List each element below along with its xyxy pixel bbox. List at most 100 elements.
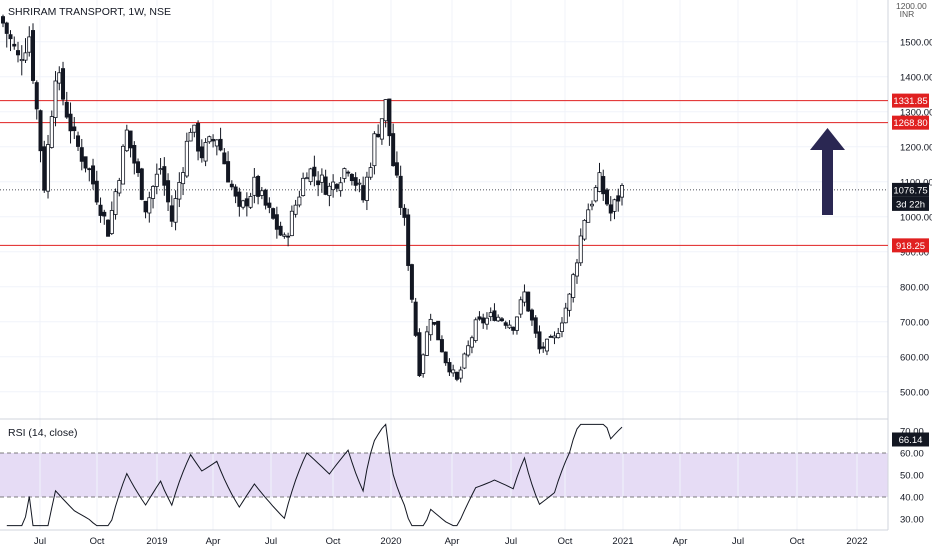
candle-body bbox=[8, 34, 13, 40]
candle-body bbox=[297, 196, 302, 206]
price-tick-label: 500.00 bbox=[900, 387, 929, 398]
price-tick-label: 700.00 bbox=[900, 317, 929, 328]
candle-body bbox=[274, 214, 279, 230]
candle-body bbox=[83, 156, 88, 169]
candle-body bbox=[0, 16, 6, 24]
candle-body bbox=[308, 168, 313, 183]
candle-body bbox=[477, 316, 482, 320]
candle-body bbox=[229, 183, 234, 188]
candle-body bbox=[582, 219, 587, 240]
candle-body bbox=[117, 180, 122, 194]
candle-body bbox=[447, 362, 452, 373]
candle-body bbox=[616, 195, 621, 202]
horizontal-levels bbox=[0, 100, 888, 246]
candle-body bbox=[436, 320, 441, 341]
rsi-band bbox=[0, 453, 888, 497]
candle-body bbox=[237, 191, 242, 207]
candle-body bbox=[334, 184, 339, 189]
candle-body bbox=[522, 291, 527, 303]
candle-body bbox=[316, 180, 321, 186]
countdown-label-bg bbox=[892, 196, 929, 211]
price-tick-label: 1400.00 bbox=[900, 72, 932, 83]
rsi-axis-ticks: 30.00 40.00 50.00 60.00 70.00 bbox=[900, 427, 924, 526]
candle-body bbox=[526, 291, 531, 312]
candle-body bbox=[364, 176, 369, 201]
price-tick-label: 1000.00 bbox=[900, 212, 932, 223]
candle-body bbox=[173, 198, 178, 223]
candle-body bbox=[496, 316, 501, 322]
candle-body bbox=[46, 144, 51, 192]
candle-body bbox=[368, 167, 373, 178]
rsi-title: RSI (14, close) bbox=[6, 427, 80, 439]
candle-body bbox=[567, 293, 572, 311]
candle-body bbox=[604, 189, 609, 205]
level-label: 918.25 bbox=[896, 241, 925, 252]
candle-body bbox=[387, 98, 392, 137]
candle-body bbox=[462, 353, 467, 369]
candle-body bbox=[544, 338, 549, 352]
price-tick-label: 800.00 bbox=[900, 282, 929, 293]
candle-body bbox=[608, 204, 613, 214]
currency-line-1: 1200.00 bbox=[896, 1, 927, 11]
candle-body bbox=[379, 118, 384, 140]
candle-body bbox=[346, 171, 351, 174]
candle-body bbox=[293, 204, 298, 215]
time-tick-label: 2021 bbox=[612, 536, 633, 547]
candle-body bbox=[207, 136, 212, 143]
candle-body bbox=[267, 202, 272, 208]
candle-body bbox=[409, 264, 414, 300]
candle-body bbox=[439, 339, 444, 353]
candle-body bbox=[301, 177, 306, 196]
time-tick-label: Jul bbox=[265, 536, 277, 547]
candle-body bbox=[109, 210, 114, 234]
candle-body bbox=[53, 80, 58, 118]
candle-body bbox=[398, 175, 403, 208]
candle-body bbox=[541, 346, 546, 349]
candle-body bbox=[312, 166, 317, 177]
candle-body bbox=[578, 235, 583, 264]
price-axis-ticks: 500.00 600.00 700.00 800.00 900.00 1000.00 110… bbox=[900, 37, 932, 398]
candle-body bbox=[113, 191, 118, 215]
candle-body bbox=[421, 354, 426, 374]
level-label-bg bbox=[892, 115, 929, 130]
price-tick-label: 1100.00 bbox=[900, 177, 932, 188]
candle-body bbox=[68, 113, 73, 132]
candle-body bbox=[537, 331, 542, 350]
price-tick-label: 600.00 bbox=[900, 352, 929, 363]
candle-body bbox=[98, 204, 103, 216]
candle-body bbox=[514, 316, 519, 331]
candle-body bbox=[443, 351, 448, 364]
candles bbox=[0, 14, 625, 383]
candle-body bbox=[91, 165, 96, 185]
current-price-label: 1076.75 bbox=[893, 185, 927, 196]
candle-body bbox=[166, 180, 171, 203]
candle-body bbox=[158, 168, 163, 171]
candle-body bbox=[289, 210, 294, 237]
candle-body bbox=[612, 199, 617, 212]
level-label: 1268.80 bbox=[893, 118, 927, 129]
rsi-tick-label: 60.00 bbox=[900, 449, 924, 460]
candle-body bbox=[124, 129, 129, 152]
time-tick-label: 2020 bbox=[380, 536, 401, 547]
up-arrow-icon bbox=[810, 128, 845, 215]
current-price-label-bg bbox=[892, 182, 929, 197]
level-labels: 1331.85 1268.80 918.25 1076.75 3d 22h 66.14 bbox=[892, 93, 929, 447]
candle-body bbox=[128, 130, 133, 149]
level-label-bg bbox=[892, 93, 929, 108]
time-tick-label: 2019 bbox=[146, 536, 167, 547]
candle-body bbox=[586, 209, 591, 223]
candle-body bbox=[121, 145, 126, 185]
candle-body bbox=[214, 139, 219, 147]
candle-body bbox=[548, 336, 553, 338]
currency-label: 1200.00 INR bbox=[896, 1, 927, 19]
level-label-bg bbox=[892, 238, 929, 253]
candle-body bbox=[383, 99, 388, 122]
candle-body bbox=[199, 146, 204, 159]
candle-body bbox=[226, 161, 231, 183]
candle-body bbox=[139, 168, 144, 200]
time-tick-label: Apr bbox=[206, 536, 221, 547]
rsi-tick-label: 50.00 bbox=[900, 471, 924, 482]
rsi-tick-label: 30.00 bbox=[900, 515, 924, 526]
candle-body bbox=[507, 324, 512, 329]
time-tick-label: Oct bbox=[790, 536, 805, 547]
